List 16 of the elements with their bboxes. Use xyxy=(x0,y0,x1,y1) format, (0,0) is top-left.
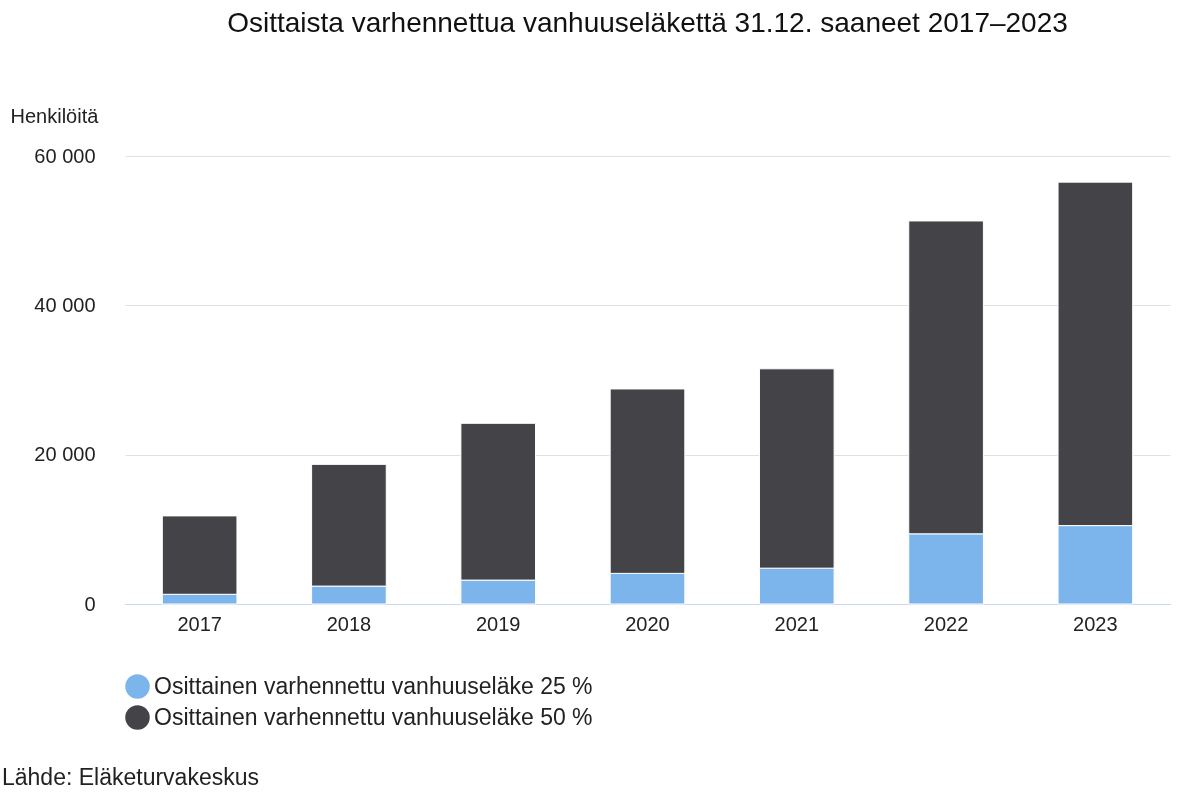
x-tick-label: 2019 xyxy=(475,612,521,635)
x-tick-label: 2023 xyxy=(1073,612,1118,635)
legend-label: Osittainen varhennettu vanhuuseläke 50 % xyxy=(154,703,593,730)
x-tick-label: 2018 xyxy=(326,612,372,635)
text: Lähde: Eläketurvakeskus xyxy=(2,764,259,791)
legend-label: Osittainen varhennettu vanhuuseläke 25 % xyxy=(154,672,593,699)
y-axis-title: Henkilöitä xyxy=(10,104,100,127)
x-tick-label: 2022 xyxy=(923,612,969,635)
x-tick-label: 2017 xyxy=(177,612,222,635)
x-tick-label: 2020 xyxy=(625,612,670,635)
y-tick-label: 0 xyxy=(84,592,96,615)
chart-title: Osittaista varhennettua vanhuuseläkettä 31.12. saaneet 2017–2023 xyxy=(227,7,1068,38)
x-tick-label: 2021 xyxy=(774,612,820,635)
y-tick-label: 60 000 xyxy=(34,144,96,167)
y-tick-label: 20 000 xyxy=(34,443,96,466)
y-tick-label: 40 000 xyxy=(34,293,96,316)
